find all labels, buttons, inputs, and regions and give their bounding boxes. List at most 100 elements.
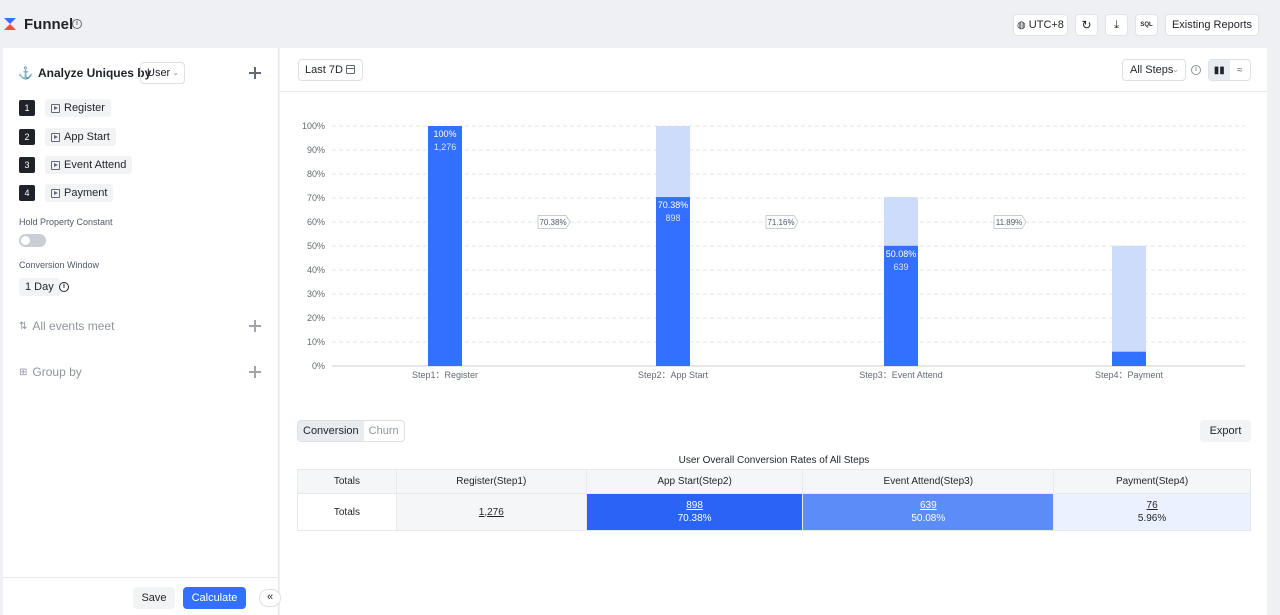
date-range-picker[interactable]: Last 7D	[298, 59, 363, 81]
y-tick-label: 80%	[307, 169, 325, 179]
steps-info-icon[interactable]: i	[1191, 65, 1201, 75]
cell-count-link[interactable]: 1,276	[478, 506, 504, 518]
info-icon[interactable]: i	[59, 282, 69, 292]
step-row[interactable]: 1 Register	[19, 99, 111, 117]
y-tick-label: 30%	[307, 289, 325, 299]
step-number: 2	[19, 129, 35, 145]
globe-icon: ◍	[1017, 19, 1026, 31]
anchor-icon: ⚓	[18, 66, 33, 80]
add-step-icon[interactable]	[249, 67, 261, 79]
download-button[interactable]: ⤓	[1105, 14, 1128, 36]
step-row[interactable]: 3 Event Attend	[19, 156, 133, 174]
results-toolbar: Last 7D All Steps ⌄ i ▮▮ ≈	[280, 48, 1267, 92]
save-button[interactable]: Save	[133, 587, 175, 609]
step-event-chip[interactable]: App Start	[45, 128, 116, 146]
bar-chart-view-icon[interactable]: ▮▮	[1209, 60, 1230, 80]
step-event-chip[interactable]: Event Attend	[45, 156, 133, 174]
step-rate-label: 11.89%	[996, 218, 1023, 227]
y-tick-label: 20%	[307, 313, 325, 323]
table-header: Totals	[297, 469, 397, 494]
bar-converted	[884, 245, 918, 366]
x-tick-label: Step1：Register	[412, 370, 478, 380]
cell-count-link[interactable]: 76	[1146, 500, 1158, 511]
cell-percent: 50.08%	[911, 513, 946, 524]
step-event-chip[interactable]: Payment	[45, 184, 114, 202]
table-cell-step4: 76 5.96%	[1053, 493, 1251, 531]
event-icon	[51, 188, 60, 198]
timezone-button[interactable]: ◍ UTC+8	[1013, 14, 1068, 36]
tab-churn[interactable]: Churn	[368, 425, 399, 437]
x-tick-label: Step4：Payment	[1095, 370, 1164, 380]
add-filter-icon[interactable]	[249, 320, 261, 332]
panel-footer: Save Calculate «	[3, 577, 281, 615]
steps-select[interactable]: All Steps ⌄	[1122, 59, 1186, 81]
query-panel: ⚓ Analyze Uniques by User ⌄ 1 Register 2…	[3, 48, 281, 615]
step-row[interactable]: 4 Payment	[19, 184, 114, 202]
table-row: Totals 1,276 898 70.38% 639 50.08% 76 5.…	[297, 493, 1251, 531]
cell-percent: 70.38%	[677, 513, 712, 524]
step-rate-arrow	[765, 215, 799, 229]
bar-count-label: 1,276	[434, 142, 457, 152]
chevron-down-icon: ⌄	[1172, 65, 1179, 74]
collapse-panel-button[interactable]: «	[259, 589, 281, 607]
y-tick-label: 100%	[302, 121, 325, 131]
add-group-icon[interactable]	[249, 366, 261, 378]
funnel-chart: 100% 90% 80% 70% 60% 50% 40% 30% 20% 10% 0% 100% 1,2…	[280, 108, 1267, 398]
conversion-window-label: Conversion Window	[19, 260, 100, 270]
refresh-button[interactable]: ↻	[1075, 14, 1098, 36]
export-button[interactable]: Export	[1200, 420, 1251, 442]
funnel-chart-svg: 100% 90% 80% 70% 60% 50% 40% 30% 20% 10% 0% 100% 1,2…	[302, 121, 1245, 380]
step-rate-label: 70.38%	[539, 218, 566, 227]
table-header: Event Attend(Step3)	[802, 469, 1055, 494]
events-meet-section[interactable]: ⇅ All events meet	[19, 318, 114, 334]
table-header: App Start(Step2)	[585, 469, 804, 494]
line-chart-view-icon[interactable]: ≈	[1237, 64, 1243, 76]
existing-reports-label: Existing Reports	[1171, 19, 1253, 31]
page-title: Funnel	[24, 16, 74, 33]
results-panel: Last 7D All Steps ⌄ i ▮▮ ≈ 100% 90% 80% 70%…	[280, 48, 1267, 615]
step-rate-arrow	[537, 215, 571, 229]
y-tick-label: 0%	[312, 361, 325, 371]
result-tabs: Conversion Churn	[297, 420, 405, 442]
step-event-chip[interactable]: Register	[45, 99, 111, 117]
cell-count-link[interactable]: 639	[919, 500, 937, 511]
x-tick-label: Step3：Event Attend	[859, 370, 943, 380]
chart-view-toggle: ▮▮ ≈	[1208, 59, 1251, 81]
row-label: Totals	[297, 493, 397, 531]
bar-converted	[428, 126, 462, 366]
cell-count-link[interactable]: 898	[686, 500, 703, 511]
cell-percent: 5.96%	[1137, 513, 1167, 524]
event-icon	[51, 160, 60, 170]
analyze-by-select[interactable]: User ⌄	[140, 62, 185, 84]
event-icon	[51, 103, 60, 113]
group-by-section[interactable]: ⊞ Group by	[19, 364, 82, 380]
step-number: 3	[19, 157, 35, 173]
sql-button[interactable]: SQL	[1135, 14, 1158, 36]
tab-conversion[interactable]: Conversion	[298, 421, 364, 441]
bar-previous-step	[1112, 245, 1146, 366]
step-event-label: Payment	[64, 187, 108, 199]
bar-converted	[1112, 351, 1146, 366]
analyze-label: Analyze Uniques by	[37, 66, 152, 80]
existing-reports-button[interactable]: Existing Reports	[1165, 14, 1259, 36]
events-meet-label: All events meet	[32, 319, 115, 333]
app-header: Funnel i ◍ UTC+8 ↻ ⤓ SQL Existing Report…	[0, 0, 1280, 48]
step-number: 4	[19, 185, 35, 201]
chevron-down-icon: ⌄	[172, 68, 179, 77]
bar-count-label: 898	[665, 213, 680, 223]
title-info-icon[interactable]: i	[72, 19, 82, 29]
sort-icon: ⇅	[19, 320, 28, 332]
event-icon	[51, 132, 60, 142]
bar-percent-label: 50.08%	[886, 249, 917, 259]
refresh-icon: ↻	[1081, 18, 1092, 32]
bar-count-label: 639	[893, 262, 908, 272]
y-tick-label: 90%	[307, 145, 325, 155]
conversion-window-value[interactable]: 1 Day	[19, 278, 60, 296]
x-tick-label: Step2：App Start	[638, 370, 709, 380]
hold-property-toggle[interactable]	[19, 234, 46, 247]
bar-converted	[656, 197, 690, 366]
bar-percent-label: 70.38%	[658, 200, 689, 210]
table-header: Payment(Step4)	[1053, 469, 1251, 494]
calculate-button[interactable]: Calculate	[183, 587, 246, 609]
step-row[interactable]: 2 App Start	[19, 128, 116, 146]
